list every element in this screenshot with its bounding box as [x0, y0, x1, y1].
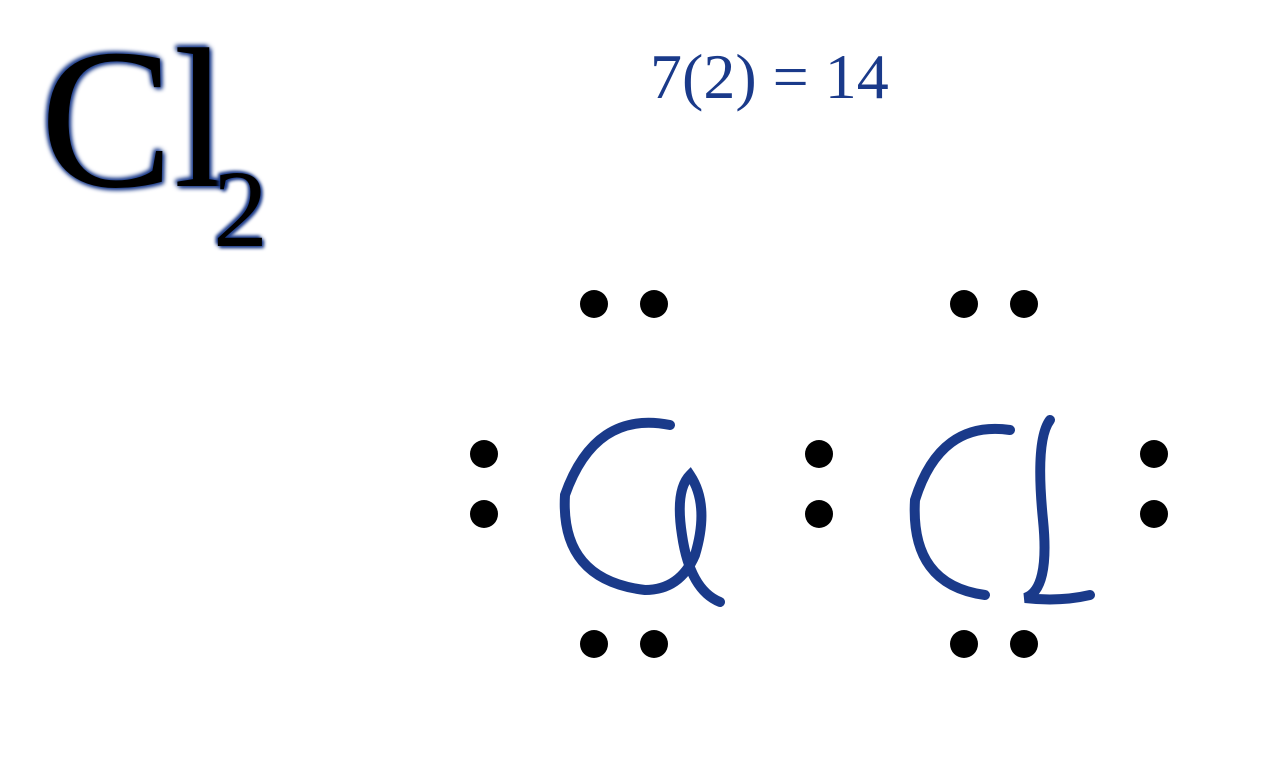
electron-dot [950, 630, 978, 658]
electron-dot [1010, 630, 1038, 658]
bond-electron-dot [805, 500, 833, 528]
electron-dot [640, 290, 668, 318]
electron-dot [580, 630, 608, 658]
electron-dot [1010, 290, 1038, 318]
lewis-structure [440, 240, 1240, 740]
electron-dot [1140, 500, 1168, 528]
electron-dot [950, 290, 978, 318]
atom-cl-1 [540, 380, 780, 615]
electron-dot [1140, 440, 1168, 468]
atom-cl-2 [895, 380, 1135, 615]
electron-dot [470, 500, 498, 528]
electron-dot [640, 630, 668, 658]
element-symbol: Cl [40, 20, 229, 220]
electron-dot [470, 440, 498, 468]
molecular-formula: Cl 2 [40, 20, 288, 220]
bond-electron-dot [805, 440, 833, 468]
subscript: 2 [213, 146, 268, 273]
valence-calculation: 7(2) = 14 [650, 40, 889, 114]
electron-dot [580, 290, 608, 318]
